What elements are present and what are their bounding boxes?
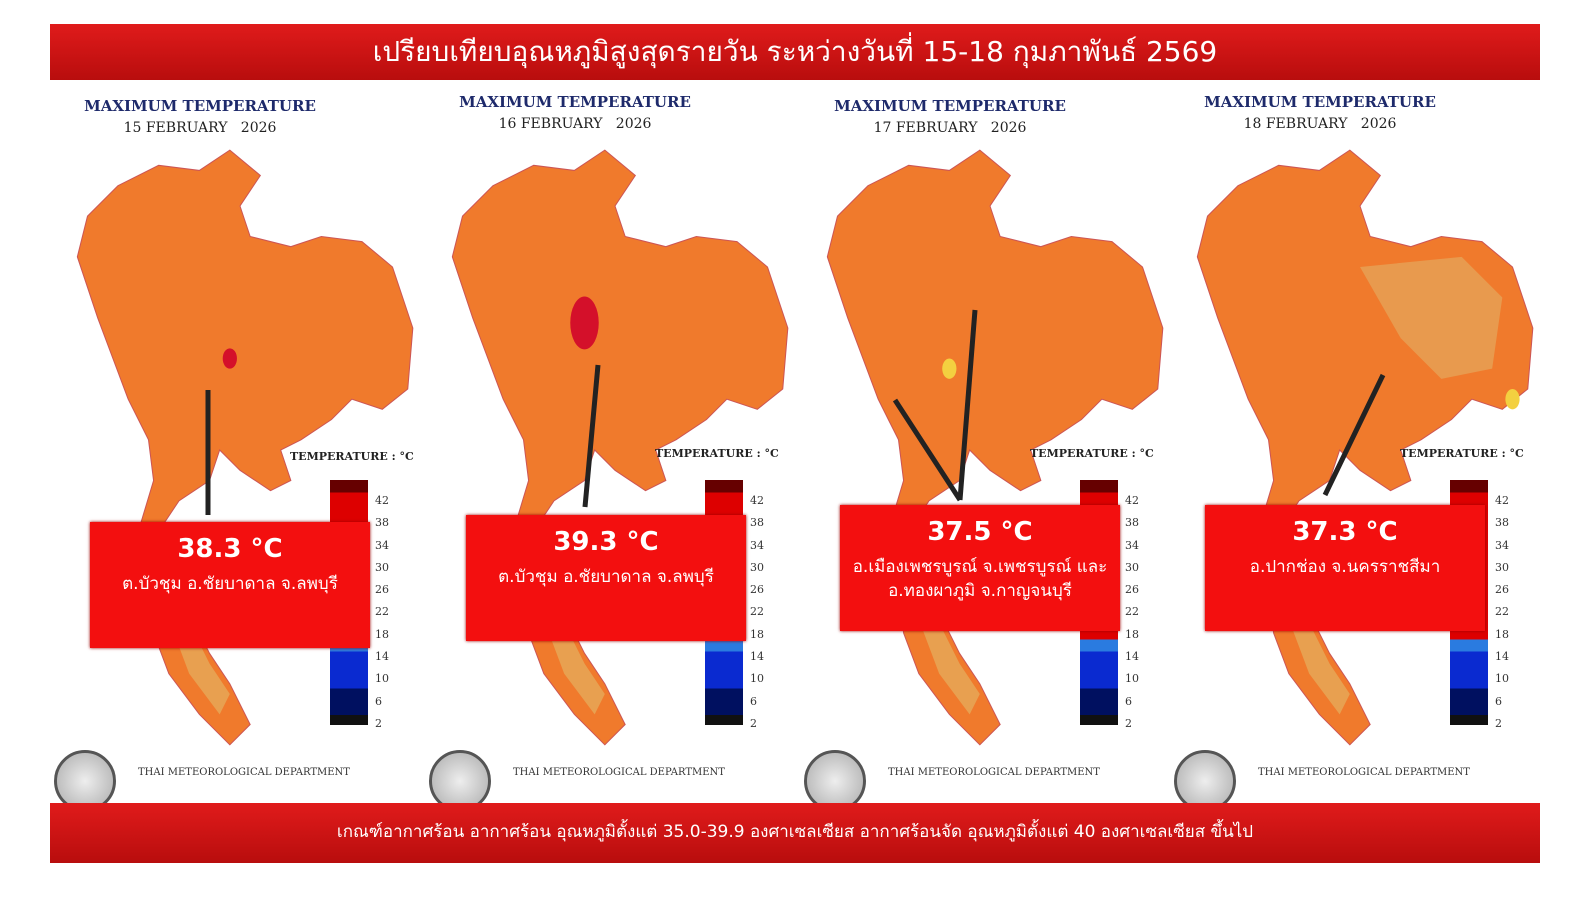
max-temp-value: 38.3 °C <box>177 534 283 564</box>
legend-tick: 42 <box>375 494 389 507</box>
legend-tick: 22 <box>750 605 764 619</box>
legend-tick: 10 <box>1125 672 1139 686</box>
map-title: MAXIMUM TEMPERATURE <box>1204 93 1436 111</box>
legend-ticks: 42 38 34 30 26 22 18 14 10 6 2 <box>1125 490 1139 735</box>
legend-tick: 18 <box>750 627 764 641</box>
hotspot <box>570 296 599 350</box>
legend-tick: 42 <box>750 494 764 507</box>
legend-tick: 18 <box>1125 627 1139 641</box>
max-temp-location: ต.บัวชุม อ.ชัยบาดาล จ.ลพบุรี <box>122 574 338 594</box>
legend-tick: 38 <box>375 516 389 530</box>
max-temp-callout: 37.5 °C อ.เมืองเพชรบูรณ์ จ.เพชรบูรณ์ และ… <box>840 505 1120 631</box>
footer-text: เกณฑ์อากาศร้อน อากาศร้อน อุณหภูมิตั้งแต่… <box>336 822 1254 842</box>
legend-tick: 6 <box>375 694 382 708</box>
legend-ticks: 42 38 34 30 26 22 18 14 10 6 2 <box>750 490 764 735</box>
legend-title: TEMPERATURE : °C <box>1400 447 1524 460</box>
map-date: 15 FEBRUARY 2026 <box>123 120 277 136</box>
legend-tick: 34 <box>1495 538 1509 552</box>
legend-tick: 18 <box>1495 627 1509 641</box>
legend-title: TEMPERATURE : °C <box>1030 447 1154 460</box>
legend-tick: 34 <box>750 538 764 552</box>
pointer-line <box>582 364 601 508</box>
tmd-logo <box>54 750 116 812</box>
legend-tick: 22 <box>1125 605 1139 619</box>
legend-tick: 6 <box>750 694 757 708</box>
max-temp-value: 37.5 °C <box>927 517 1033 547</box>
legend-title: TEMPERATURE : °C <box>655 447 779 460</box>
legend-tick: 38 <box>750 516 764 530</box>
hotspot <box>222 348 237 369</box>
legend-ticks: 42 38 34 30 26 22 18 14 10 6 2 <box>1495 490 1509 735</box>
legend-tick: 26 <box>375 583 389 597</box>
pointer-line <box>1322 373 1386 497</box>
legend-tick: 26 <box>1125 583 1139 597</box>
legend-tick: 2 <box>1495 716 1502 730</box>
hotspot <box>942 358 957 379</box>
title-banner: เปรียบเทียบอุณหภูมิสูงสุดรายวัน ระหว่างว… <box>50 24 1540 80</box>
legend-tick: 6 <box>1125 694 1132 708</box>
max-temp-callout: 38.3 °C ต.บัวชุม อ.ชัยบาดาล จ.ลพบุรี <box>90 522 370 648</box>
legend-tick: 42 <box>1125 494 1139 507</box>
legend-tick: 34 <box>375 538 389 552</box>
legend-ticks: 42 38 34 30 26 22 18 14 10 6 2 <box>375 490 389 735</box>
legend-tick: 2 <box>375 716 382 730</box>
map-title: MAXIMUM TEMPERATURE <box>459 93 691 111</box>
pointer-line <box>957 309 978 501</box>
legend-tick: 14 <box>1125 650 1139 664</box>
legend-tick: 14 <box>1495 650 1509 664</box>
map-date: 17 FEBRUARY 2026 <box>873 120 1027 136</box>
max-temp-value: 37.3 °C <box>1292 517 1398 547</box>
legend-tick: 10 <box>750 672 764 686</box>
max-temp-value: 39.3 °C <box>553 527 659 557</box>
legend-tick: 30 <box>1495 560 1509 574</box>
max-temp-callout: 37.3 °C อ.ปากช่อง จ.นครราชสีมา <box>1205 505 1485 631</box>
legend-tick: 14 <box>375 650 389 664</box>
max-temp-callout: 39.3 °C ต.บัวชุม อ.ชัยบาดาล จ.ลพบุรี <box>466 515 746 641</box>
cool-zone <box>1360 256 1503 379</box>
department-label: THAI METEOROLOGICAL DEPARTMENT <box>1258 767 1470 778</box>
legend-tick: 30 <box>750 560 764 574</box>
max-temp-location: อ.ปากช่อง จ.นครราชสีมา <box>1249 557 1441 577</box>
legend-tick: 34 <box>1125 538 1139 552</box>
legend-tick: 18 <box>375 627 389 641</box>
max-temp-location: ต.บัวชุม อ.ชัยบาดาล จ.ลพบุรี <box>498 567 714 587</box>
department-label: THAI METEOROLOGICAL DEPARTMENT <box>513 767 725 778</box>
page-title: เปรียบเทียบอุณหภูมิสูงสุดรายวัน ระหว่างว… <box>372 35 1218 68</box>
legend-tick: 30 <box>375 560 389 574</box>
legend-tick: 2 <box>1125 716 1132 730</box>
legend-tick: 30 <box>1125 560 1139 574</box>
department-label: THAI METEOROLOGICAL DEPARTMENT <box>888 767 1100 778</box>
legend-title: TEMPERATURE : °C <box>290 450 414 463</box>
legend-tick: 6 <box>1495 694 1502 708</box>
pointer-line <box>892 398 963 502</box>
legend-tick: 10 <box>375 672 389 686</box>
legend-tick: 26 <box>750 583 764 597</box>
legend-tick: 38 <box>1125 516 1139 530</box>
legend-tick: 10 <box>1495 672 1509 686</box>
map-title: MAXIMUM TEMPERATURE <box>84 97 316 115</box>
map-date: 16 FEBRUARY 2026 <box>498 116 652 132</box>
map-title: MAXIMUM TEMPERATURE <box>834 97 1066 115</box>
footer-banner: เกณฑ์อากาศร้อน อากาศร้อน อุณหภูมิตั้งแต่… <box>50 803 1540 863</box>
legend-tick: 22 <box>375 605 389 619</box>
map-date: 18 FEBRUARY 2026 <box>1243 116 1397 132</box>
department-label: THAI METEOROLOGICAL DEPARTMENT <box>138 767 350 778</box>
hotspot <box>1505 389 1520 410</box>
legend-tick: 2 <box>750 716 757 730</box>
legend-tick: 14 <box>750 650 764 664</box>
legend-tick: 38 <box>1495 516 1509 530</box>
legend-tick: 26 <box>1495 583 1509 597</box>
legend-tick: 22 <box>1495 605 1509 619</box>
max-temp-location: อ.เมืองเพชรบูรณ์ จ.เพชรบูรณ์ และ อ.ทองผา… <box>852 557 1108 601</box>
legend-tick: 42 <box>1495 494 1509 507</box>
